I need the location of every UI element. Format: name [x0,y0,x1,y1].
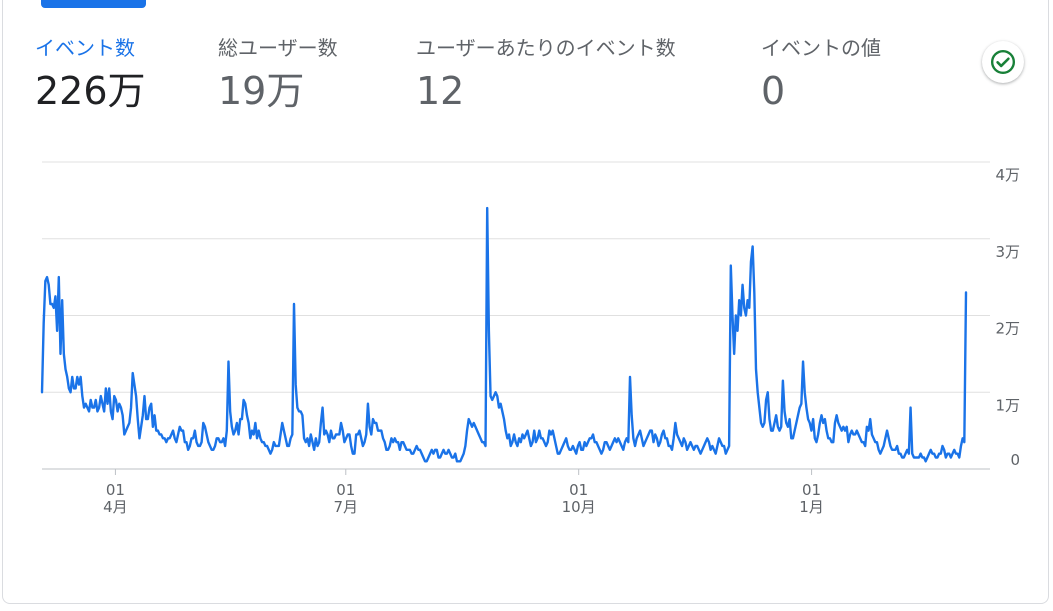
status-check-button[interactable] [982,41,1024,83]
chart-gridlines [42,161,990,470]
metric-label-event-count: イベント数 [35,36,135,60]
check-circle-icon [990,49,1016,75]
y-tick-label: 3万 [995,243,1020,261]
metric-tab-event-count[interactable]: イベント数 226万 [35,34,146,114]
y-axis: 0 1万 2万 3万 4万 [995,166,1020,469]
metric-value-event-count: 226万 [35,69,146,113]
x-tick-month: 1月 [799,498,824,516]
metric-label-event-value: イベントの値 [761,36,881,60]
x-tick-month: 10月 [562,498,596,516]
series-line [40,206,968,463]
metric-label-events-per-user: ユーザーあたりのイベント数 [416,36,676,60]
y-tick-label: 1万 [995,396,1020,414]
x-tick-month: 4月 [103,498,128,516]
x-tick-day: 01 [336,481,355,499]
y-tick-label: 0 [1010,451,1020,469]
metric-tab-event-value[interactable]: イベントの値 0 [761,34,881,114]
x-tick-month: 7月 [334,498,359,516]
x-tick-day: 01 [106,481,125,499]
metric-value-event-value: 0 [761,69,786,113]
metric-value-total-users: 19万 [218,69,305,113]
x-tick-day: 01 [569,481,588,499]
chart-series [40,206,968,463]
metric-tab-total-users[interactable]: 総ユーザー数 19万 [218,34,338,114]
active-tab-indicator [41,0,146,8]
y-tick-label: 2万 [995,320,1020,338]
metric-tab-events-per-user[interactable]: ユーザーあたりのイベント数 12 [416,34,676,114]
y-tick-label: 4万 [995,166,1020,184]
metric-value-events-per-user: 12 [416,69,465,113]
metric-label-total-users: 総ユーザー数 [218,36,338,60]
x-tick-day: 01 [802,481,821,499]
